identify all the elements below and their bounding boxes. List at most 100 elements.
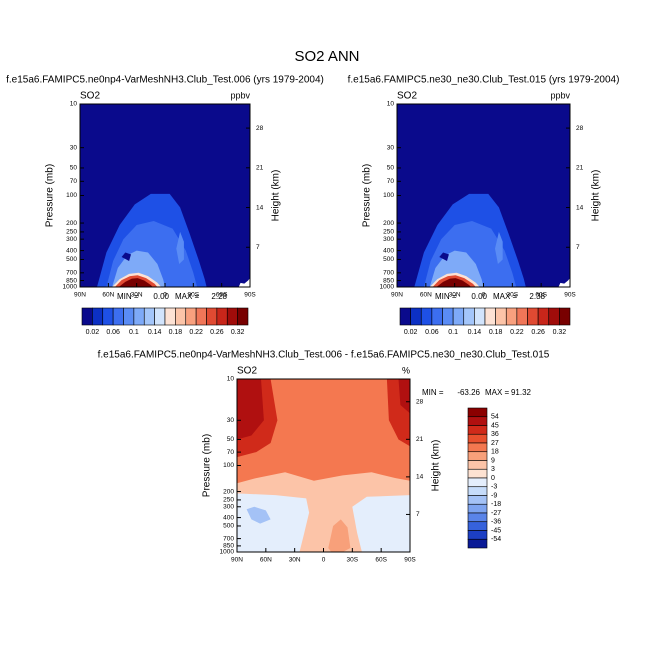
colorbar-label: 27	[491, 440, 499, 447]
colorbar-box	[559, 307, 571, 326]
colorbar-box	[467, 521, 488, 531]
colorbar-box	[442, 307, 454, 326]
min-label: MIN =	[435, 292, 457, 301]
colorbar-label: 0.32	[553, 329, 567, 336]
y2-tick-label: 14	[576, 204, 584, 211]
colorbar-box	[467, 407, 488, 418]
colorbar-label: -18	[491, 501, 501, 508]
y2-tick-label: 14	[256, 204, 264, 211]
colorbar-label: 0.22	[510, 329, 524, 336]
max-value: 2.38	[529, 292, 545, 301]
x-tick-label: 60N	[102, 292, 114, 299]
units-label: %	[402, 365, 410, 375]
colorbar-box	[399, 307, 411, 326]
max-label: MAX =	[493, 292, 518, 301]
x-tick-label: 60S	[375, 557, 387, 564]
x-tick-label: 60S	[535, 292, 547, 299]
units-label: ppbv	[550, 90, 570, 100]
x-tick-label: 90N	[391, 292, 403, 299]
y-tick-label: 850	[383, 277, 394, 284]
colorbar-label: 0.02	[404, 329, 418, 336]
min-label: MIN =	[117, 292, 139, 301]
min-value: -63.26	[457, 388, 480, 397]
units-label: ppbv	[230, 90, 250, 100]
field	[237, 379, 410, 552]
colorbar-box	[206, 307, 218, 326]
colorbar-box	[548, 307, 560, 326]
x-tick-label: 30N	[449, 292, 461, 299]
y-tick-label: 1000	[63, 284, 78, 291]
colorbar-box	[81, 307, 93, 326]
x-tick-label: 30S	[507, 292, 519, 299]
colorbar-label: 3	[491, 466, 495, 473]
y-tick-label: 50	[387, 165, 395, 172]
panel: f.e15a6.FAMIPC5.ne30_ne30.Club_Test.015 …	[348, 75, 620, 336]
colorbar-box	[143, 307, 155, 326]
colorbar-label: 0.1	[448, 329, 458, 336]
missing-area	[558, 278, 570, 287]
x-tick-label: 30S	[188, 292, 200, 299]
colorbar-box	[467, 425, 488, 435]
x-tick-label: 0	[322, 557, 326, 564]
field	[80, 104, 250, 287]
y2-tick-label: 28	[256, 125, 264, 132]
colorbar-box	[516, 307, 528, 326]
x-tick-label: 30S	[347, 557, 359, 564]
x-tick-label: 60N	[260, 557, 272, 564]
y-tick-label: 50	[227, 436, 235, 443]
y-tick-label: 70	[227, 449, 235, 456]
y-tick-label: 10	[227, 376, 235, 383]
y-tick-label: 700	[66, 270, 77, 277]
colorbar-box	[467, 442, 488, 453]
colorbar-box	[467, 460, 488, 470]
colorbar-box	[467, 468, 488, 479]
y-tick-label: 70	[70, 178, 78, 185]
y-tick-label: 200	[223, 488, 234, 495]
y-tick-label: 400	[223, 514, 234, 521]
colorbar-label: 0.06	[425, 329, 439, 336]
y-tick-label: 10	[70, 101, 78, 108]
y-tick-label: 300	[383, 236, 394, 243]
y2-tick-label: 28	[416, 398, 424, 405]
colorbar-box	[467, 503, 488, 514]
y2-tick-label: 28	[576, 125, 584, 132]
y-tick-label: 500	[66, 256, 77, 263]
min-value: 0.00	[471, 292, 487, 301]
colorbar-label: 0.22	[189, 329, 203, 336]
contour-fill	[398, 379, 410, 414]
y-tick-label: 400	[383, 247, 394, 254]
y-tick-label: 400	[66, 247, 77, 254]
y-axis-label: Pressure (mb)	[362, 164, 373, 227]
colorbar-box	[112, 307, 124, 326]
y2-tick-label: 7	[416, 511, 420, 518]
colorbar-label: 0.14	[148, 329, 162, 336]
colorbar-box	[484, 307, 496, 326]
colorbar-box	[452, 307, 465, 326]
colorbar-label: -27	[491, 510, 501, 517]
colorbar-box	[133, 307, 145, 326]
max-value: 91.32	[511, 388, 532, 397]
y-tick-label: 300	[66, 236, 77, 243]
x-tick-label: 0	[163, 292, 167, 299]
x-tick-label: 60S	[216, 292, 228, 299]
panel-title: f.e15a6.FAMIPC5.ne0np4-VarMeshNH3.Club_T…	[6, 75, 324, 86]
colorbar-label: -54	[491, 536, 501, 543]
colorbar-box	[154, 307, 166, 326]
colorbar-label: -3	[491, 484, 497, 491]
y-tick-label: 100	[66, 192, 77, 199]
colorbar-box	[474, 307, 486, 326]
contour-fill	[436, 278, 471, 287]
colorbar-box	[537, 307, 550, 326]
contour-fill	[237, 493, 310, 552]
colorbar-label: 0.26	[531, 329, 545, 336]
colorbar-label: -45	[491, 527, 501, 534]
max-label: MAX =	[485, 388, 510, 397]
colorbar-box	[237, 307, 249, 326]
y-tick-label: 100	[223, 462, 234, 469]
y2-tick-label: 21	[256, 165, 264, 172]
colorbar-label: -9	[491, 492, 497, 499]
x-tick-label: 90S	[244, 292, 256, 299]
colorbar-label: 9	[491, 457, 495, 464]
contour-fill	[237, 379, 410, 484]
colorbar-box	[467, 530, 488, 540]
